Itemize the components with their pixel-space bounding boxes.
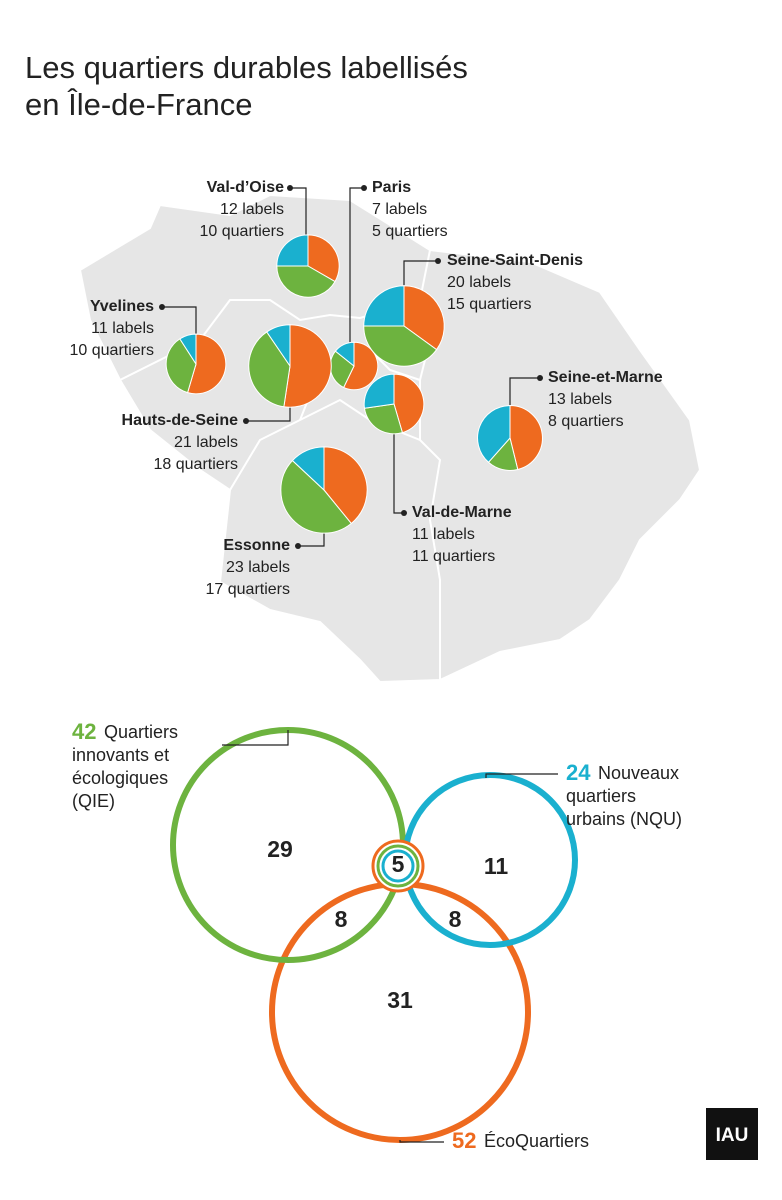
- set-label: innovants et: [72, 745, 169, 765]
- department-labels: 20 labels: [447, 274, 511, 291]
- department-labels: 12 labels: [220, 201, 284, 218]
- pie-slice: [179, 333, 197, 366]
- set-count: 24: [566, 760, 591, 785]
- set-label: Nouveaux: [598, 763, 679, 783]
- title-line: Les quartiers durables labellisés: [25, 50, 468, 85]
- department-labels: 13 labels: [548, 391, 612, 408]
- pie-slice: [165, 338, 197, 394]
- pie-slice: [509, 405, 543, 471]
- set-label: ÉcoQuartiers: [484, 1131, 589, 1151]
- department-labels: 11 labels: [91, 320, 154, 337]
- leader-line: [298, 533, 325, 547]
- pie-slice: [363, 285, 405, 327]
- pie-slice: [307, 234, 340, 283]
- set-count: 42: [72, 719, 96, 744]
- pie-slice: [283, 324, 332, 408]
- department-name: Paris: [372, 179, 411, 196]
- leader-line: [162, 306, 197, 335]
- center-ring: [371, 839, 425, 893]
- department-name: Val-de-Marne: [412, 504, 512, 521]
- pie-slice: [403, 285, 445, 351]
- pie-slice: [266, 324, 291, 368]
- leader-dot: [361, 185, 367, 191]
- department-name: Seine-Saint-Denis: [447, 252, 583, 269]
- pie-slice: [186, 333, 227, 395]
- region-count: 8: [335, 906, 348, 932]
- set-label: quartiers: [566, 786, 636, 806]
- department-labels: 21 labels: [174, 434, 238, 451]
- department-quartiers: 18 quartiers: [154, 456, 239, 473]
- set-count: 52: [452, 1128, 476, 1153]
- center-ring: [381, 849, 415, 883]
- leader-dot: [295, 543, 301, 549]
- pie-slice: [276, 265, 336, 298]
- department-quartiers: 10 quartiers: [200, 223, 285, 240]
- leader-line: [399, 1140, 444, 1143]
- region-shape: [78, 193, 702, 684]
- leader-dot: [435, 258, 441, 264]
- department-quartiers: 17 quartiers: [206, 581, 291, 598]
- leader-dot: [287, 185, 293, 191]
- department-name: Seine-et-Marne: [548, 369, 663, 386]
- pie-slice: [363, 373, 395, 409]
- leader-line: [349, 187, 364, 343]
- leader-line: [222, 730, 289, 746]
- pie-slice: [393, 373, 425, 434]
- set-label: (QIE): [72, 791, 115, 811]
- logo-box: [706, 1108, 758, 1160]
- department-labels: 7 labels: [372, 201, 427, 218]
- region-count: 31: [387, 987, 413, 1013]
- region-count: 29: [267, 836, 293, 862]
- set-label: Quartiers: [104, 722, 178, 742]
- department-labels: 23 labels: [226, 559, 290, 576]
- region-count: 5: [392, 851, 405, 877]
- department-quartiers: 11 quartiers: [412, 548, 495, 565]
- pies: Val-d’Oise 12 labels 10 quartiers Paris 7 la…: [70, 179, 663, 598]
- leader-line: [485, 773, 558, 778]
- pie-slice: [323, 446, 368, 525]
- department-name: Val-d’Oise: [207, 179, 284, 196]
- pie-slice: [280, 459, 352, 534]
- leader-dot: [159, 304, 165, 310]
- leader-line: [509, 377, 540, 406]
- department-quartiers: 15 quartiers: [447, 296, 532, 313]
- leader-dot: [243, 418, 249, 424]
- department-name: Essonne: [223, 537, 290, 554]
- leader-line: [290, 187, 307, 235]
- department-name: Yvelines: [90, 298, 154, 315]
- venn: 29 8 5 11 8 31 42 Quartiers innovants et écologiq…: [72, 719, 682, 1153]
- pie-slice: [334, 341, 355, 368]
- pie-slice: [363, 403, 404, 435]
- pie-slice: [477, 405, 511, 463]
- department-quartiers: 10 quartiers: [70, 342, 155, 359]
- pie-slice: [248, 331, 291, 408]
- set-label: écologiques: [72, 768, 168, 788]
- leader-dot: [537, 375, 543, 381]
- department-quartiers: 5 quartiers: [372, 223, 448, 240]
- leader-line: [393, 433, 404, 514]
- title-line: en Île-de-France: [25, 87, 252, 122]
- pie-slice: [343, 341, 379, 391]
- logo: IAU: [716, 1125, 749, 1146]
- pie-slice: [291, 446, 325, 492]
- department-quartiers: 8 quartiers: [548, 413, 624, 430]
- pie-slice: [276, 234, 309, 267]
- department-labels: 11 labels: [412, 526, 475, 543]
- leader-line: [246, 407, 291, 422]
- set-label: urbains (NQU): [566, 809, 682, 829]
- pie-slice: [363, 325, 438, 367]
- leader-line: [403, 260, 438, 286]
- region-count: 11: [484, 853, 509, 879]
- center-ring: [376, 844, 420, 888]
- leader-dot: [401, 510, 407, 516]
- region-count: 8: [449, 906, 462, 932]
- department-name: Hauts-de-Seine: [122, 412, 239, 429]
